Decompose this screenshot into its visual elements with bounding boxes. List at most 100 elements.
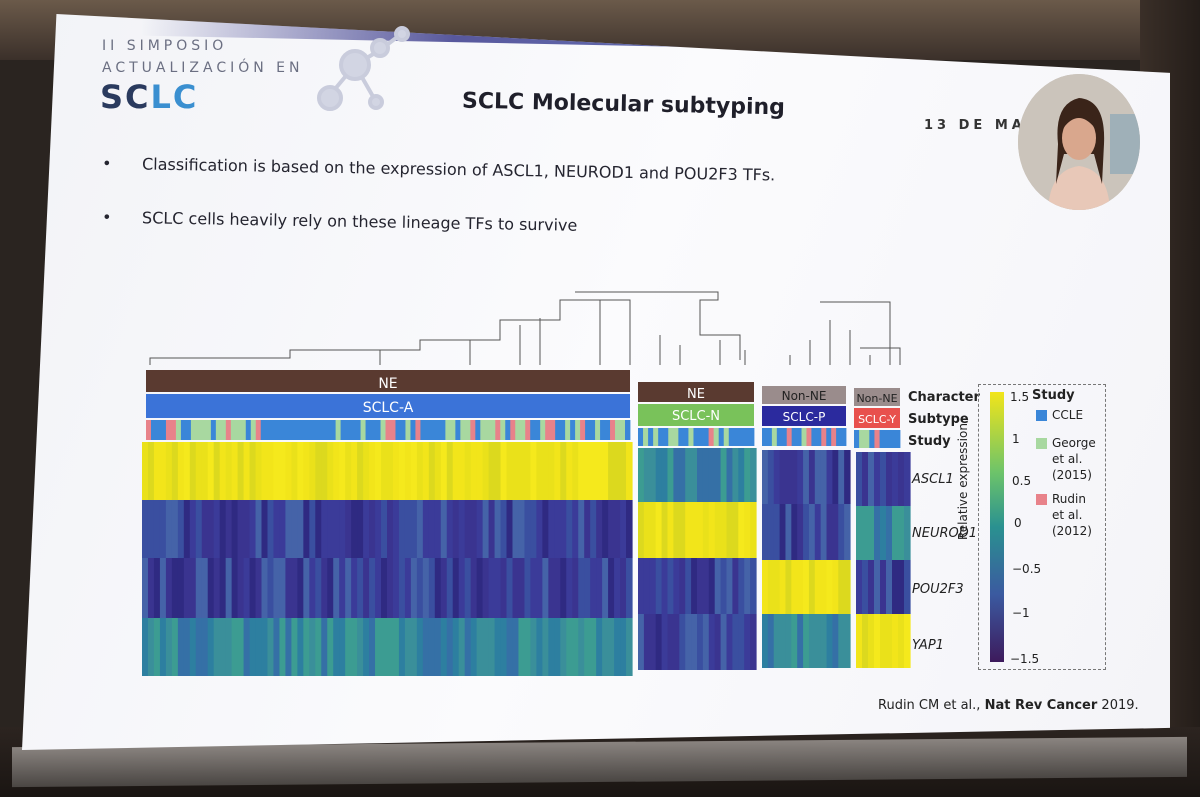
legend-swatch-rudin	[1036, 494, 1047, 505]
heatmap-cell	[369, 442, 376, 500]
heatmap-cell	[773, 504, 781, 560]
study-stripe	[150, 420, 157, 440]
heatmap-cell	[165, 500, 173, 558]
heatmap-cell	[814, 450, 822, 504]
study-stripe	[405, 420, 411, 440]
speaker-silhouette	[1018, 74, 1140, 210]
heatmap-cell	[868, 614, 875, 668]
heatmap-cell	[470, 442, 478, 500]
heatmap-cell	[518, 500, 526, 558]
heatmap-cell	[261, 558, 269, 618]
study-stripe	[220, 420, 227, 440]
heatmap-cell	[814, 614, 822, 668]
heatmap-cell	[327, 442, 334, 500]
heatmap-cell	[381, 618, 388, 676]
heatmap-cell	[434, 500, 442, 558]
study-stripe	[703, 428, 710, 446]
heatmap-cell	[838, 614, 845, 668]
legend-box	[978, 384, 1106, 670]
study-stripe	[713, 428, 720, 446]
heatmap-cell	[237, 500, 245, 558]
heatmap-cell	[691, 558, 698, 614]
logo-sclc: SCLC	[100, 78, 198, 116]
heatmap-cell	[183, 500, 191, 558]
heatmap-cell	[596, 442, 603, 500]
heatmap-cell	[243, 442, 251, 500]
study-stripe	[285, 420, 292, 440]
study-stripe	[475, 420, 481, 440]
heatmap-cell	[649, 502, 657, 558]
heatmap-cell	[237, 618, 245, 676]
row-label-subtype: Subtype	[908, 412, 969, 427]
heatmap-cell	[231, 500, 239, 558]
study-stripe	[255, 420, 262, 440]
study-stripe	[440, 420, 446, 440]
heatmap-cell	[142, 618, 149, 676]
heatmap-cell	[351, 500, 358, 558]
character-label-n: NE	[687, 387, 705, 402]
heatmap-cell	[207, 618, 215, 676]
study-stripe	[300, 420, 307, 440]
study-stripe	[355, 420, 361, 440]
heatmap-cell	[548, 618, 555, 676]
subtype-label-p: SCLC-P	[783, 410, 826, 424]
study-stripe	[884, 430, 891, 448]
heatmap-cell	[434, 558, 442, 618]
heatmap-cell	[542, 618, 549, 676]
study-stripe	[879, 430, 886, 448]
study-stripe	[485, 420, 491, 440]
heatmap-cell	[620, 500, 627, 558]
study-stripe	[310, 420, 317, 440]
heatmap-cell	[315, 558, 322, 618]
molecule-icon	[317, 26, 410, 111]
heatmap-cell	[183, 558, 191, 618]
heatmap-cell	[297, 618, 304, 676]
heatmap-cell	[708, 614, 716, 670]
heatmap-cell	[820, 450, 828, 504]
heatmap-cell	[440, 618, 448, 676]
heatmap-cell	[321, 500, 328, 558]
study-stripe	[570, 420, 576, 440]
heatmap-cell	[814, 560, 822, 614]
heatmap-cell	[363, 558, 370, 618]
heatmap-cell	[832, 504, 839, 560]
heatmap-cell	[339, 500, 346, 558]
heatmap-cell	[536, 558, 543, 618]
heatmap-cell	[309, 618, 316, 676]
heatmap-cell	[195, 558, 203, 618]
heatmap-cell	[708, 502, 716, 558]
heatmap-cell	[832, 614, 839, 668]
study-stripe	[380, 420, 386, 440]
heatmap-cell	[458, 442, 466, 500]
study-stripe	[831, 428, 837, 446]
heatmap-cell	[375, 500, 382, 558]
heatmap-cell	[750, 558, 757, 614]
heatmap-cell	[159, 500, 167, 558]
heatmap-cell	[476, 618, 484, 676]
study-stripe	[826, 428, 832, 446]
heatmap-cell	[381, 558, 388, 618]
heatmap-cell	[381, 442, 388, 500]
heatmap-cell	[464, 500, 472, 558]
heatmap-cell	[697, 614, 704, 670]
heatmap-cell	[548, 558, 555, 618]
heatmap-cell	[243, 500, 251, 558]
heatmap-cell	[195, 442, 203, 500]
heatmap-cell	[213, 558, 221, 618]
heatmap-cell	[572, 618, 579, 676]
heatmap-cell	[213, 500, 221, 558]
heatmap-cell	[225, 500, 233, 558]
heatmap-cell	[714, 558, 722, 614]
study-stripe	[155, 420, 162, 440]
logo-line1: II SIMPOSIO	[102, 38, 228, 54]
heatmap-cell	[667, 558, 674, 614]
character-label-y: Non-NE	[856, 392, 897, 405]
heatmap-cell	[797, 450, 804, 504]
legend-swatch-ccle	[1036, 410, 1047, 421]
heatmap-cell	[572, 500, 579, 558]
study-stripe	[643, 428, 649, 446]
heatmap-cell	[147, 442, 155, 500]
heatmap-cell	[904, 560, 911, 614]
heatmap-cell	[803, 614, 810, 668]
heatmap-cell	[189, 558, 197, 618]
